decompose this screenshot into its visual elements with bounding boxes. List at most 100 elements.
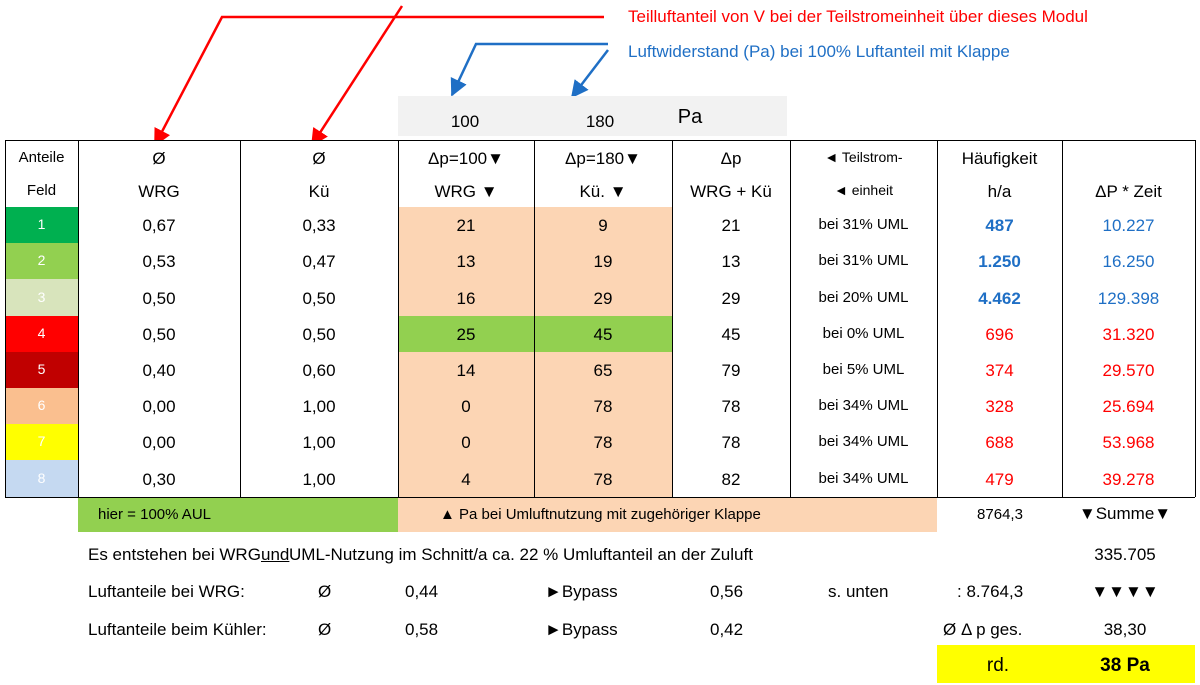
cell-4: 65 — [593, 360, 613, 380]
header-top: Anteile — [18, 148, 65, 166]
dp100-cell — [398, 460, 534, 497]
cell-3: 0 — [461, 397, 471, 417]
pressure-unit: Pa — [677, 106, 703, 128]
pressure-b: 180 — [585, 112, 615, 131]
cell-5: 79 — [721, 360, 741, 380]
dp180-cell — [534, 351, 672, 388]
cell-6: bei 31% UML — [818, 216, 909, 234]
kuehler-4: 0,42 — [710, 620, 744, 639]
field-color — [5, 351, 78, 388]
cell-5: 78 — [721, 433, 741, 453]
wrg-1: Ø — [318, 582, 332, 601]
column-line — [534, 140, 535, 497]
cell-2: 0,50 — [302, 324, 336, 344]
field-color — [5, 388, 78, 425]
dp180-cell — [534, 207, 672, 244]
sentence-underlined: und — [261, 545, 290, 564]
kuehler-1: Ø — [318, 620, 332, 639]
cell-0: 5 — [37, 360, 46, 377]
cell-4: 19 — [593, 252, 613, 272]
cell-6: bei 20% UML — [818, 288, 909, 306]
cell-7: 696 — [985, 324, 1014, 344]
header-bottom: h/a — [987, 182, 1012, 201]
dp100-cell — [398, 243, 534, 280]
field-color — [5, 207, 78, 244]
cell-0: 2 — [37, 252, 46, 269]
cell-7: 688 — [985, 433, 1014, 453]
cell-3: 25 — [456, 324, 476, 344]
cell-4: 78 — [593, 433, 613, 453]
column-line — [672, 140, 673, 497]
cell-3: 21 — [456, 216, 476, 236]
header-bottom: WRG ▼ — [434, 182, 498, 201]
wrg-6: : 8.764,3 — [957, 582, 1024, 601]
aul-band — [78, 497, 398, 532]
cell-7: 374 — [985, 360, 1014, 380]
cell-5: 82 — [721, 469, 741, 489]
field-color — [5, 279, 78, 316]
cell-2: 0,50 — [302, 288, 336, 308]
dp180-cell — [534, 315, 672, 352]
cell-6: bei 34% UML — [818, 433, 909, 451]
cell-8: 31.320 — [1102, 324, 1155, 344]
result-label: rd. — [986, 655, 1010, 676]
header-top: Häufigkeit — [961, 148, 1038, 168]
column-line — [398, 140, 399, 497]
column-line — [240, 140, 241, 497]
header-top: Δp=100▼ — [428, 148, 504, 168]
dp180-cell — [534, 279, 672, 316]
field-color — [5, 424, 78, 461]
cell-8: 10.227 — [1102, 216, 1155, 236]
column-line — [790, 140, 791, 497]
cell-2: 0,47 — [302, 252, 336, 272]
dp180-cell — [534, 424, 672, 461]
cell-7: 4.462 — [978, 288, 1021, 308]
cell-2: 1,00 — [302, 433, 336, 453]
cell-7: 479 — [985, 469, 1014, 489]
cell-1: 0,53 — [142, 252, 176, 272]
field-color — [5, 315, 78, 352]
kuehler-6: 38,30 — [1103, 620, 1147, 639]
header-top: Ø — [152, 148, 166, 168]
field-color — [5, 243, 78, 280]
wrg-4: 0,56 — [710, 582, 744, 601]
cell-8: 53.968 — [1102, 433, 1155, 453]
wrg-5: s. unten — [828, 582, 889, 601]
cell-6: bei 0% UML — [822, 324, 905, 342]
cell-6: bei 34% UML — [818, 469, 909, 487]
header-bottom: Kü. ▼ — [579, 182, 627, 201]
dp100-cell — [398, 279, 534, 316]
pressure-a: 100 — [450, 112, 480, 131]
wrg-3: ►Bypass — [545, 582, 618, 601]
cell-1: 0,50 — [142, 288, 176, 308]
header-bottom: Kü — [308, 182, 330, 201]
cell-4: 29 — [593, 288, 613, 308]
cell-2: 1,00 — [302, 469, 336, 489]
cell-1: 0,40 — [142, 360, 176, 380]
cell-3: 13 — [456, 252, 476, 272]
wrg-0: Luftanteile bei WRG: — [88, 582, 245, 601]
dp100-cell — [398, 315, 534, 352]
cell-6: bei 34% UML — [818, 397, 909, 415]
cell-4: 45 — [593, 324, 613, 344]
cell-6: bei 31% UML — [818, 252, 909, 270]
cell-7: 328 — [985, 397, 1014, 417]
arrows — [154, 5, 609, 140]
pressure-box — [398, 96, 787, 136]
header-top: Δp — [720, 148, 742, 168]
cell-1: 0,67 — [142, 216, 176, 236]
dp180-cell — [534, 460, 672, 497]
dp100-cell — [398, 388, 534, 425]
pa-note: ▲ Pa bei Umluftnutzung mit zugehöriger K… — [440, 505, 761, 523]
cell-2: 0,60 — [302, 360, 336, 380]
header-bottom: WRG + Kü — [690, 182, 772, 201]
dp100-cell — [398, 351, 534, 388]
cell-3: 16 — [456, 288, 476, 308]
column-line — [78, 140, 79, 497]
cell-4: 78 — [593, 469, 613, 489]
cell-3: 14 — [456, 360, 476, 380]
column-line — [5, 140, 6, 497]
header-top: Ø — [312, 148, 326, 168]
summe: ▼Summe▼ — [1078, 503, 1172, 523]
